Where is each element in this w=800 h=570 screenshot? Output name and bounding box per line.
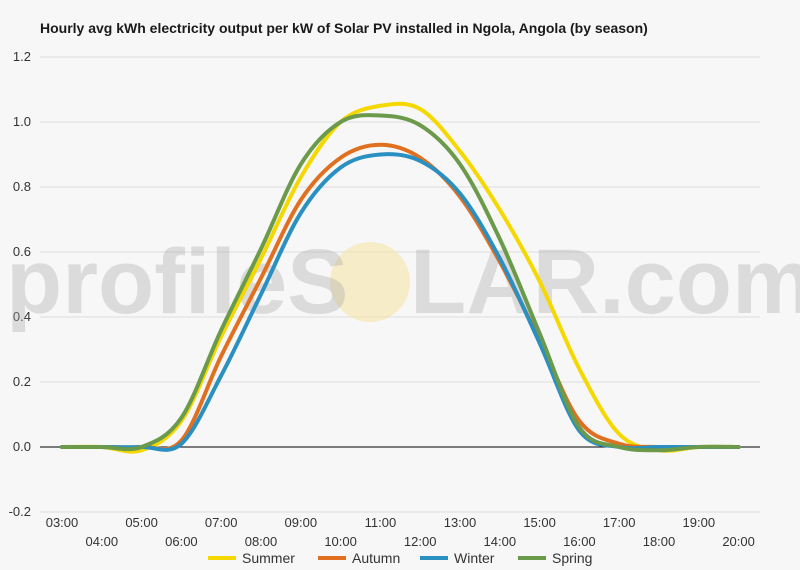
y-tick-label: 0.8 <box>13 179 31 194</box>
y-tick-label: 0.4 <box>13 309 31 324</box>
watermark-text-left: profileS <box>6 231 348 333</box>
y-tick-label: 1.2 <box>13 49 31 64</box>
series-line-spring <box>60 113 741 453</box>
x-tick-label: 18:00 <box>643 534 676 549</box>
series-line-autumn <box>60 142 741 452</box>
y-axis-ticks: -0.2 0.0 0.2 0.4 0.6 0.8 1.0 1.2 <box>9 49 31 519</box>
chart-title: Hourly avg kWh electricity output per kW… <box>40 20 648 36</box>
x-tick-label: 10:00 <box>324 534 357 549</box>
x-tick-label: 11:00 <box>365 515 397 530</box>
x-tick-label: 20:00 <box>722 534 755 549</box>
x-tick-label: 13:00 <box>444 515 477 530</box>
legend: Summer Autumn Winter Spring <box>208 550 592 566</box>
x-tick-label: 03:00 <box>46 515 79 530</box>
series-lines <box>60 101 741 454</box>
x-tick-label: 06:00 <box>165 534 198 549</box>
legend-label-winter: Winter <box>454 550 495 566</box>
legend-label-summer: Summer <box>242 550 295 566</box>
x-tick-label: 08:00 <box>245 534 278 549</box>
legend-label-autumn: Autumn <box>352 550 400 566</box>
y-tick-label: 0.6 <box>13 244 31 259</box>
x-tick-label: 05:00 <box>125 515 158 530</box>
x-tick-label: 14:00 <box>484 534 517 549</box>
x-axis-ticks: 03:00 04:00 05:00 06:00 07:00 08:00 09:00 10:00… <box>46 515 755 549</box>
x-tick-label: 19:00 <box>683 515 716 530</box>
x-tick-label: 04:00 <box>86 534 119 549</box>
y-tick-label: 1.0 <box>13 114 31 129</box>
watermark: profileS LAR.com <box>6 231 800 333</box>
x-tick-label: 16:00 <box>563 534 596 549</box>
legend-label-spring: Spring <box>552 550 592 566</box>
x-tick-label: 07:00 <box>205 515 238 530</box>
y-tick-label: 0.0 <box>13 439 31 454</box>
x-tick-label: 15:00 <box>523 515 556 530</box>
x-tick-label: 12:00 <box>404 534 437 549</box>
x-tick-label: 17:00 <box>603 515 636 530</box>
watermark-text-right: LAR.com <box>410 231 800 333</box>
y-tick-label: -0.2 <box>9 504 31 519</box>
y-tick-label: 0.2 <box>13 374 31 389</box>
x-tick-label: 09:00 <box>285 515 318 530</box>
watermark-sun-logo <box>330 242 410 322</box>
